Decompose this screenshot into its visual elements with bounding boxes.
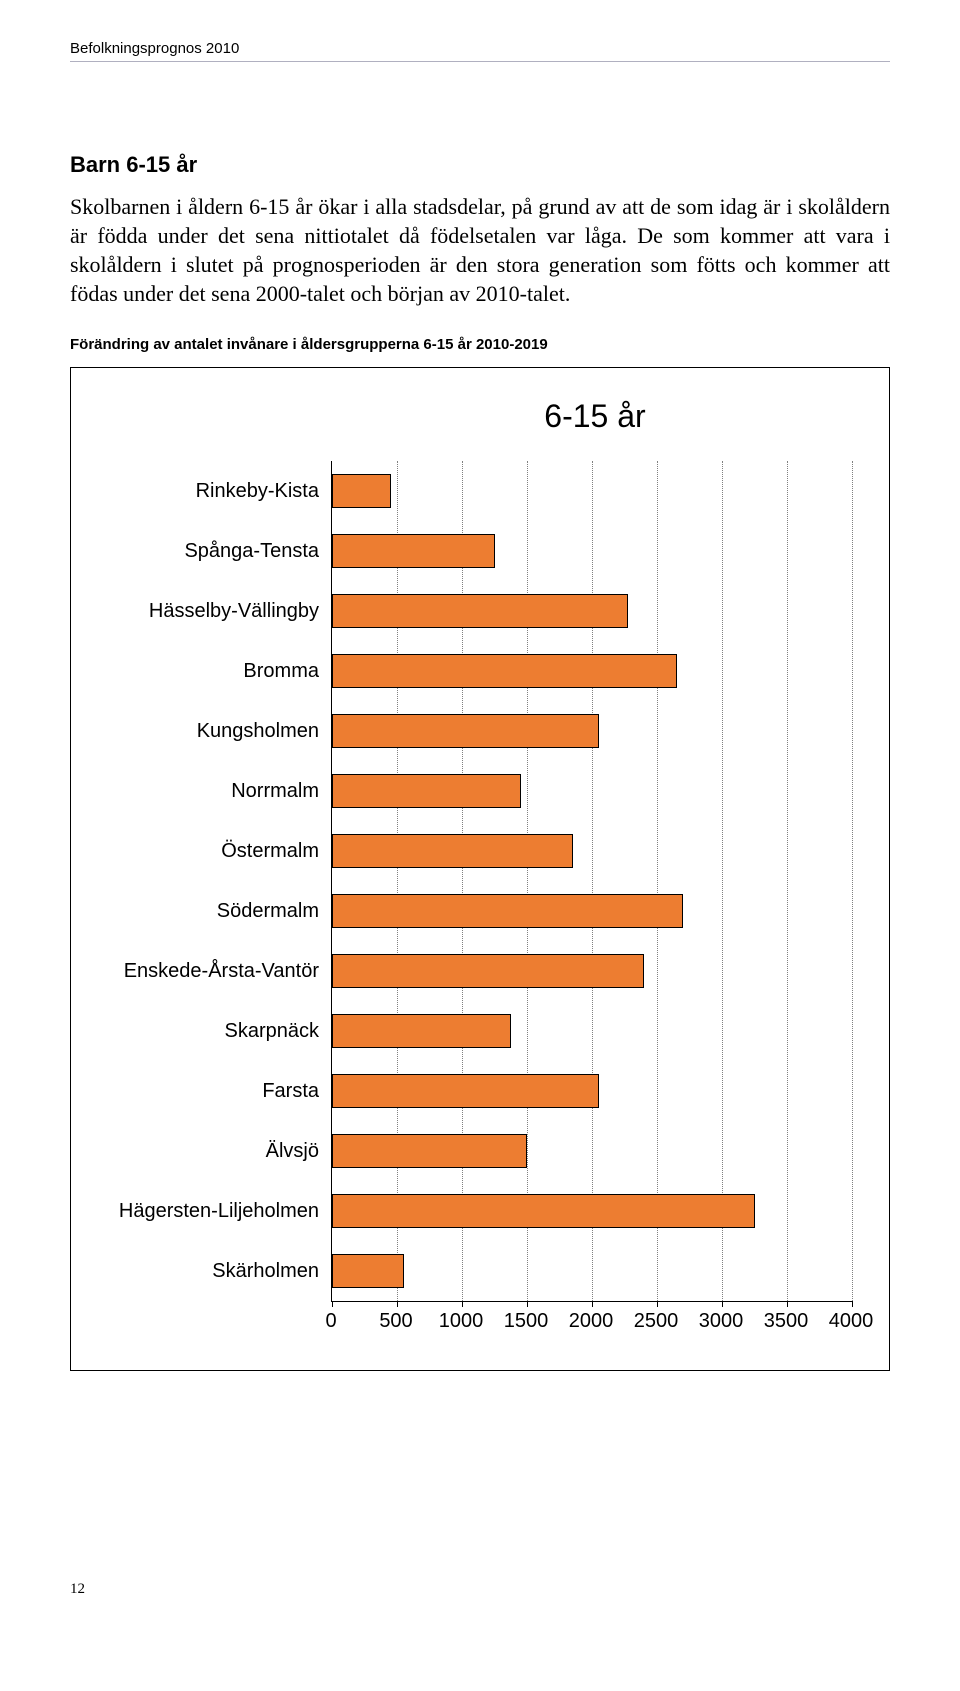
chart-x-tick	[332, 1301, 333, 1307]
chart-x-label: 4000	[829, 1310, 874, 1333]
chart-y-label: Enskede-Årsta-Vantör	[91, 941, 331, 1001]
chart-y-label: Östermalm	[91, 821, 331, 881]
chart-bar	[332, 894, 683, 928]
chart-bar-slot	[332, 1181, 852, 1241]
running-header: Befolkningsprognos 2010	[70, 40, 890, 57]
chart-bar-slot	[332, 1241, 852, 1301]
chart-x-label: 3500	[764, 1310, 809, 1333]
chart-bar	[332, 474, 391, 508]
chart-x-label: 2000	[569, 1310, 614, 1333]
chart-plot-row: Rinkeby-KistaSpånga-TenstaHässelby-Välli…	[91, 461, 859, 1302]
chart-x-label: 3000	[699, 1310, 744, 1333]
chart-y-label: Rinkeby-Kista	[91, 461, 331, 521]
chart-y-label: Bromma	[91, 641, 331, 701]
chart-x-tick	[527, 1301, 528, 1307]
chart-bar	[332, 954, 644, 988]
chart-bar-slot	[332, 701, 852, 761]
chart-y-labels: Rinkeby-KistaSpånga-TenstaHässelby-Välli…	[91, 461, 331, 1302]
chart-container: 6-15 år Rinkeby-KistaSpånga-TenstaHässel…	[70, 367, 890, 1371]
chart-bar	[332, 714, 599, 748]
chart-x-label: 1000	[439, 1310, 484, 1333]
chart-x-tick	[787, 1301, 788, 1307]
chart-x-label: 500	[379, 1310, 412, 1333]
chart-x-tick	[592, 1301, 593, 1307]
chart-bar-slot	[332, 461, 852, 521]
page-number: 12	[70, 1581, 890, 1598]
chart-y-label: Spånga-Tensta	[91, 521, 331, 581]
chart-bar	[332, 654, 677, 688]
chart-y-label: Hässelby-Vällingby	[91, 581, 331, 641]
chart-y-label: Hägersten-Liljeholmen	[91, 1181, 331, 1241]
chart-y-label: Farsta	[91, 1061, 331, 1121]
chart-y-label: Södermalm	[91, 881, 331, 941]
chart-x-tick	[722, 1301, 723, 1307]
chart-bar	[332, 1074, 599, 1108]
chart-bar	[332, 774, 521, 808]
chart-x-tick	[852, 1301, 853, 1307]
chart-bar-slot	[332, 521, 852, 581]
chart-x-label: 1500	[504, 1310, 549, 1333]
chart-x-tick	[462, 1301, 463, 1307]
page: Befolkningsprognos 2010 Barn 6-15 år Sko…	[0, 0, 960, 1638]
chart-x-label: 0	[325, 1310, 336, 1333]
chart-bar	[332, 1134, 527, 1168]
chart-bars	[332, 461, 852, 1301]
chart-grid-line	[852, 461, 853, 1301]
chart-bar-slot	[332, 641, 852, 701]
chart-y-label: Skärholmen	[91, 1241, 331, 1301]
chart-bar	[332, 534, 495, 568]
chart-bar-slot	[332, 1001, 852, 1061]
chart-y-label: Kungsholmen	[91, 701, 331, 761]
chart-bar	[332, 594, 628, 628]
chart-bar-slot	[332, 941, 852, 1001]
chart-x-tick	[657, 1301, 658, 1307]
section-paragraph: Skolbarnen i åldern 6-15 år ökar i alla …	[70, 192, 890, 308]
chart-bar	[332, 1254, 404, 1288]
chart-x-labels: 05001000150020002500300035004000	[331, 1310, 851, 1340]
chart-bar-slot	[332, 881, 852, 941]
chart-y-label: Norrmalm	[91, 761, 331, 821]
chart-bar-slot	[332, 821, 852, 881]
chart-bar	[332, 1014, 511, 1048]
chart-bar-slot	[332, 1121, 852, 1181]
chart-bar-slot	[332, 581, 852, 641]
chart-title: 6-15 år	[331, 398, 859, 435]
chart-bar	[332, 1194, 755, 1228]
chart-bar-slot	[332, 761, 852, 821]
chart-plot-area	[331, 461, 852, 1302]
chart-caption: Förändring av antalet invånare i åldersg…	[70, 336, 890, 353]
chart-y-label: Älvsjö	[91, 1121, 331, 1181]
section-heading: Barn 6-15 år	[70, 152, 890, 178]
chart-x-label: 2500	[634, 1310, 679, 1333]
chart-y-label: Skarpnäck	[91, 1001, 331, 1061]
chart-bar	[332, 834, 573, 868]
header-rule	[70, 61, 890, 62]
chart-bar-slot	[332, 1061, 852, 1121]
chart-x-tick	[397, 1301, 398, 1307]
